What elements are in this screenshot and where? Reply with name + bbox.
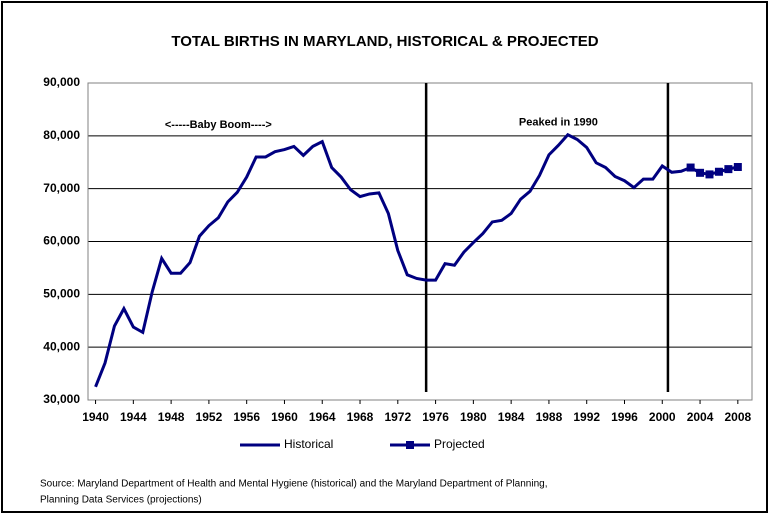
- legend-label: Projected: [434, 437, 485, 451]
- chart-title: TOTAL BIRTHS IN MARYLAND, HISTORICAL & P…: [171, 33, 598, 50]
- point-marker: [724, 165, 733, 174]
- point-marker: [686, 163, 695, 172]
- x-tick-label: 1968: [347, 410, 374, 424]
- source-note: Planning Data Services (projections): [40, 495, 202, 506]
- y-tick-label: 40,000: [43, 339, 80, 353]
- point-marker: [733, 163, 742, 172]
- annotation: <-----Baby Boom---->: [165, 119, 272, 131]
- point-marker: [714, 167, 723, 176]
- y-tick-label: 30,000: [43, 392, 80, 406]
- x-tick-label: 2004: [687, 410, 714, 424]
- y-tick-label: 60,000: [43, 234, 80, 248]
- x-tick-label: 1972: [384, 410, 411, 424]
- x-tick-label: 1940: [82, 410, 109, 424]
- y-tick-label: 90,000: [43, 75, 80, 89]
- x-tick-label: 1996: [611, 410, 638, 424]
- point-marker: [696, 168, 705, 177]
- plot-area: [87, 82, 753, 401]
- y-tick-label: 50,000: [43, 287, 80, 301]
- x-tick-label: 2008: [724, 410, 751, 424]
- x-tick-label: 1952: [196, 410, 223, 424]
- x-tick-label: 1976: [422, 410, 449, 424]
- y-tick-label: 80,000: [43, 128, 80, 142]
- x-tick-label: 1988: [536, 410, 563, 424]
- x-tick-label: 1964: [309, 410, 336, 424]
- x-tick-label: 2000: [649, 410, 676, 424]
- x-tick-label: 1980: [460, 410, 487, 424]
- series-line: [94, 132, 692, 388]
- legend-label: Historical: [284, 437, 333, 451]
- annotation: Peaked in 1990: [519, 117, 598, 129]
- x-tick-label: 1948: [158, 410, 185, 424]
- legend-marker: [406, 441, 414, 449]
- x-tick-label: 1960: [271, 410, 298, 424]
- point-marker: [705, 170, 714, 179]
- x-tick-label: 1992: [573, 410, 600, 424]
- y-tick-label: 70,000: [43, 181, 80, 195]
- x-tick-label: 1956: [233, 410, 260, 424]
- x-tick-label: 1944: [120, 410, 147, 424]
- source-note: Source: Maryland Department of Health an…: [40, 479, 548, 490]
- x-tick-label: 1984: [498, 410, 525, 424]
